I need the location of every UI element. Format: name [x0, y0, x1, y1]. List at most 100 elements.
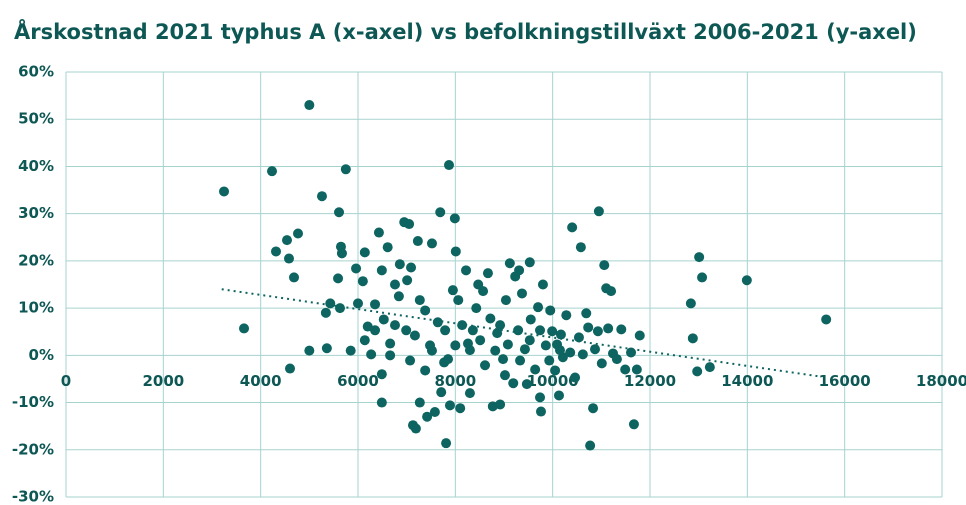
point	[606, 286, 617, 297]
point	[482, 268, 493, 279]
y-tick-label: 60%	[18, 63, 54, 81]
y-tick-label: -20%	[12, 440, 54, 458]
point	[685, 298, 696, 309]
point	[429, 407, 440, 417]
point	[370, 325, 381, 336]
point	[514, 265, 525, 276]
point	[616, 324, 627, 335]
x-tick-label: 6000	[337, 372, 379, 390]
chart-title: Årskostnad 2021 typhus A (x-axel) vs bef…	[14, 19, 917, 44]
point	[334, 303, 345, 314]
point	[285, 363, 296, 374]
point	[304, 345, 315, 356]
point	[321, 343, 332, 354]
point	[599, 260, 610, 271]
point	[500, 295, 511, 306]
point	[544, 355, 555, 366]
point	[628, 419, 639, 430]
point	[420, 365, 431, 376]
point	[537, 279, 548, 290]
point	[499, 370, 510, 381]
point	[281, 235, 292, 246]
point	[450, 340, 461, 351]
point	[376, 397, 387, 408]
point	[565, 347, 576, 358]
point	[581, 308, 592, 319]
point	[304, 100, 315, 111]
point	[692, 366, 703, 377]
point	[414, 397, 425, 408]
point	[485, 313, 496, 324]
point	[593, 206, 604, 217]
point	[545, 305, 556, 316]
point	[382, 242, 393, 253]
point	[441, 438, 452, 449]
point	[570, 372, 581, 383]
point	[402, 275, 413, 286]
point	[389, 320, 400, 331]
point	[453, 295, 464, 306]
point	[519, 344, 530, 355]
point	[455, 403, 466, 414]
point	[219, 186, 230, 197]
point	[414, 295, 425, 306]
point	[521, 379, 532, 390]
point	[333, 273, 344, 284]
point	[554, 345, 565, 356]
point	[704, 362, 715, 373]
point	[585, 440, 596, 451]
y-tick-label: 0%	[29, 346, 54, 364]
point	[517, 288, 528, 299]
point	[535, 392, 546, 403]
y-tick-label: 30%	[18, 204, 54, 222]
trendline	[221, 288, 821, 378]
point	[821, 314, 832, 325]
point	[504, 258, 515, 269]
point	[404, 219, 415, 230]
point	[480, 360, 491, 371]
point	[378, 314, 389, 325]
point	[471, 303, 482, 314]
point	[530, 364, 541, 375]
point	[457, 320, 468, 331]
point	[345, 345, 356, 356]
point	[359, 335, 370, 346]
point	[550, 365, 561, 376]
point	[389, 279, 400, 290]
point	[385, 338, 396, 349]
point	[540, 340, 551, 351]
point	[373, 227, 384, 238]
point	[412, 236, 423, 247]
point	[325, 298, 336, 309]
point	[450, 246, 461, 257]
point	[561, 310, 572, 321]
point	[588, 403, 599, 414]
point	[478, 286, 489, 297]
point	[555, 329, 566, 340]
point	[292, 228, 303, 239]
point	[357, 276, 368, 287]
point	[320, 307, 331, 318]
point	[426, 238, 437, 249]
point	[524, 257, 535, 268]
point	[547, 326, 558, 337]
x-tick-label: 4000	[240, 372, 282, 390]
x-tick-label: 10000	[527, 372, 579, 390]
point	[535, 325, 546, 336]
x-tick-label: 16000	[819, 372, 871, 390]
point	[620, 364, 631, 375]
point	[741, 275, 752, 286]
point	[435, 207, 446, 218]
x-tick-label: 2000	[142, 372, 184, 390]
y-tick-label: 50%	[18, 110, 54, 128]
point	[447, 285, 458, 296]
point	[631, 364, 642, 375]
point	[436, 387, 447, 398]
point	[524, 335, 535, 346]
point	[583, 322, 594, 333]
y-tick-label: -30%	[12, 488, 54, 505]
point	[575, 242, 586, 253]
point	[553, 390, 564, 401]
point	[449, 213, 460, 224]
